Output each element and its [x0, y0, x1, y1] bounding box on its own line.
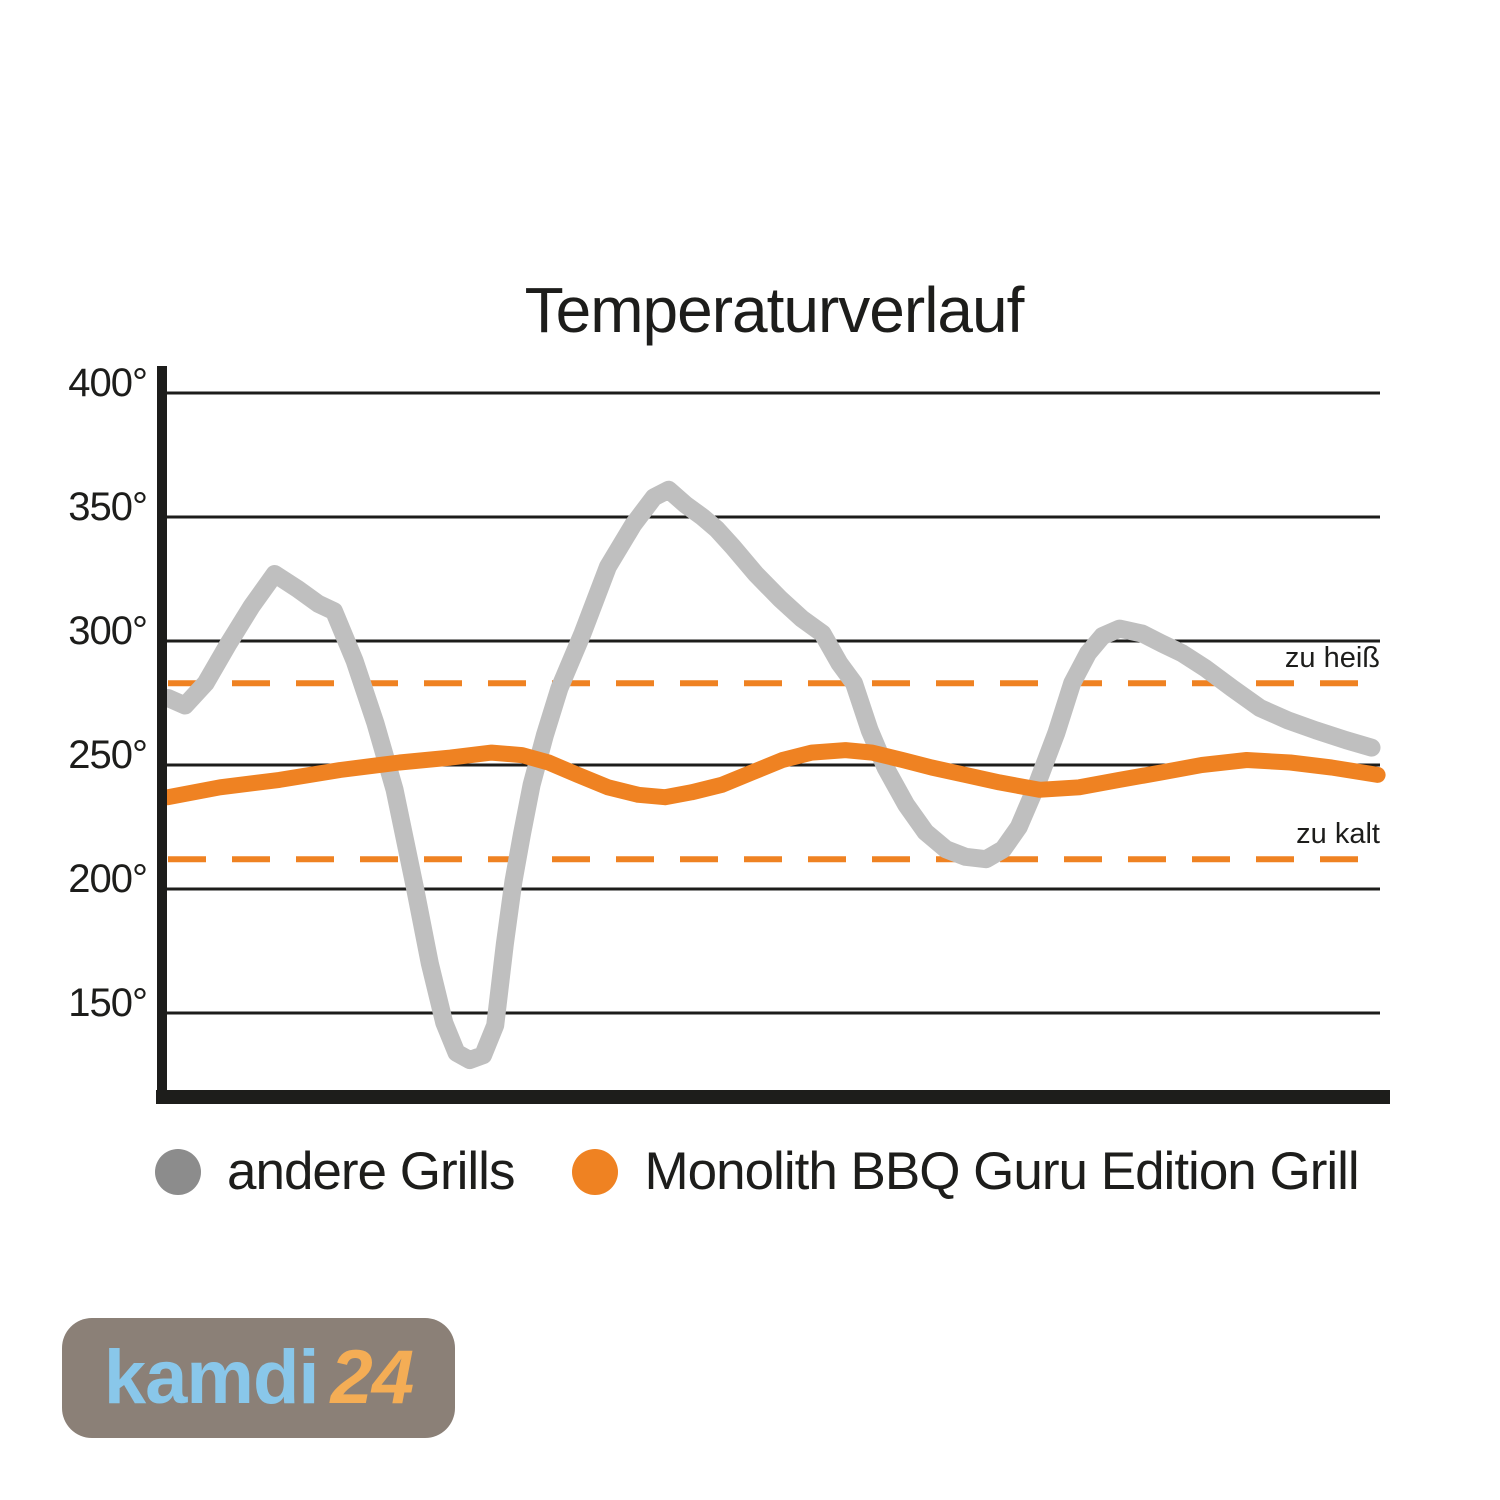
- ytick-label-300: 300°: [68, 609, 147, 653]
- chart-title: Temperaturverlauf: [524, 274, 1025, 346]
- ytick-label-250: 250°: [68, 733, 147, 777]
- legend-label-monolith: Monolith BBQ Guru Edition Grill: [644, 1142, 1359, 1201]
- ytick-label-350: 350°: [68, 485, 147, 529]
- ytick-label-400: 400°: [68, 361, 147, 405]
- gray-series-dot-icon: [155, 1149, 201, 1195]
- legend-item-andere-grills: andere Grills: [155, 1142, 515, 1201]
- brand-logo-text-kamdi: kamdi: [103, 1335, 320, 1420]
- y-axis-bar: [157, 366, 167, 1103]
- chart-legend: andere Grills Monolith BBQ Guru Edition …: [155, 1142, 1360, 1201]
- ytick-label-200: 200°: [68, 857, 147, 901]
- series-line-1: [160, 742, 1386, 806]
- x-axis-bar: [156, 1090, 1390, 1104]
- legend-item-monolith: Monolith BBQ Guru Edition Grill: [572, 1142, 1360, 1201]
- brand-logo-text-24: 24: [330, 1335, 415, 1420]
- threshold-label-0: zu heiß: [1285, 642, 1380, 674]
- legend-label-andere-grills: andere Grills: [227, 1142, 515, 1201]
- orange-series-dot-icon: [572, 1149, 619, 1195]
- threshold-label-1: zu kalt: [1296, 818, 1380, 850]
- ytick-label-150: 150°: [68, 981, 147, 1025]
- brand-logo: kamdi 24: [62, 1318, 455, 1438]
